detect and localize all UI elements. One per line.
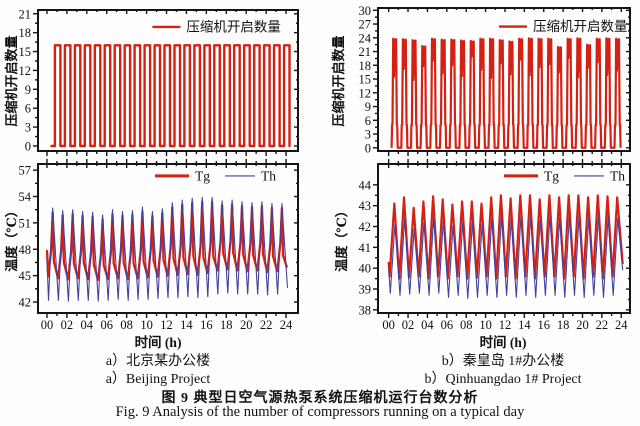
y-tick-label: 51 [19,216,32,230]
x-tick-label: 20 [576,318,589,332]
x-tick-label: 00 [382,318,395,332]
caption-b-english: b）Qinhuangdao 1# Project [424,372,582,387]
legend-label: Th [610,168,625,183]
y-tick-label: 15 [19,45,32,59]
y-tick-label: 42 [359,220,372,234]
y-tick-label: 12 [359,86,372,100]
y-tick-label: 6 [25,102,31,116]
x-tick-label: 24 [615,318,628,332]
caption-a-english: a）Beijing Project [105,372,211,387]
y-tick-label: 24 [359,31,372,45]
legend: 压缩机开启数量 [498,19,628,34]
y-tick-label: 0 [365,141,371,155]
chart-qinhuangdao-temperatures: 00 02 04 06 08 10 12 14 16 18 20 22 24 38 39 40 41 42 43 44… [359,159,631,332]
axis-ticks [373,159,630,318]
x-tick-label: 12 [160,318,173,332]
y-tick-label: 6 [365,114,371,128]
legend-label: Tg [544,168,559,183]
x-tick-label: 22 [596,318,609,332]
y-tick-label: 38 [359,303,372,317]
series-line-Th [46,196,289,302]
y-tick-label: 21 [19,7,32,21]
x-axis-label-right: 时间 (h) [479,335,527,350]
chart-beijing-temperatures: 00 02 04 06 08 10 12 14 16 18 20 22 24 42 45 48 51 54 57 Tg… [19,159,299,332]
x-tick-label: 08 [120,318,133,332]
x-tick-label: 02 [61,318,74,332]
tick-labels: 0 3 6 9 12 15 18 21 [19,7,32,153]
y-tick-label: 3 [365,128,371,142]
x-tick-label: 02 [402,318,415,332]
series-line-压缩机开启数量 [390,37,622,149]
x-tick-label: 12 [499,318,512,332]
y-tick-label: 30 [359,4,372,18]
legend: 压缩机开启数量 [152,19,281,34]
axis-ticks [373,8,630,156]
y-tick-label: 0 [25,139,31,153]
y-tick-label: 12 [19,64,32,78]
y-tick-label: 3 [25,121,31,135]
legend: Tg Th [504,168,625,183]
x-tick-label: 18 [557,318,570,332]
tick-labels: 00 02 04 06 08 10 12 14 16 18 20 22 24 38 39 40 41 42 43 44 [359,178,629,332]
legend-label: 压缩机开启数量 [186,19,281,34]
figure-title-english: Fig. 9 Analysis of the number of compres… [115,404,525,420]
x-tick-label: 06 [441,318,454,332]
y-tick-label: 9 [365,100,371,114]
x-axis-label-left: 时间 (h) [134,335,182,350]
y-axis-label-beijing-compressors: 压缩机开启数量 [4,35,19,127]
x-tick-label: 14 [180,318,193,332]
y-tick-label: 21 [359,45,372,59]
y-tick-label: 39 [359,283,372,297]
legend-label: Th [261,168,276,183]
y-axis-label-qinhuangdao-compressors: 压缩机开启数量 [331,35,346,127]
x-tick-label: 00 [41,318,54,332]
y-tick-label: 40 [359,262,372,276]
x-tick-label: 16 [537,318,550,332]
x-tick-label: 08 [460,318,473,332]
y-axis-label-qinhuangdao-temperatures: 温度（℃） [334,204,349,272]
axis-box [377,163,631,314]
x-tick-label: 24 [280,318,293,332]
caption-b-chinese: b）秦皇岛 1#办公楼 [441,354,565,369]
x-tick-label: 22 [260,318,273,332]
y-tick-label: 15 [359,73,372,87]
y-tick-label: 57 [19,164,32,178]
x-tick-label: 14 [518,318,531,332]
x-tick-label: 04 [421,318,434,332]
y-tick-label: 18 [359,59,372,73]
x-tick-label: 20 [240,318,253,332]
y-tick-label: 27 [359,18,372,32]
x-tick-label: 06 [100,318,113,332]
y-tick-label: 45 [19,269,32,283]
y-tick-label: 43 [359,199,372,213]
y-tick-label: 48 [19,243,32,257]
axis-box [37,163,299,314]
series-line-Th [388,215,624,299]
x-tick-label: 04 [81,318,94,332]
figure-title-chinese: 图 9 典型日空气源热泵系统压缩机运行台数分析 [161,391,479,406]
legend: Tg Th [155,168,276,183]
y-axis-label-beijing-temperatures: 温度（℃） [4,204,19,272]
y-tick-label: 18 [19,26,32,40]
x-tick-label: 18 [220,318,233,332]
tick-labels: 00 02 04 06 08 10 12 14 16 18 20 22 24 42 45 48 51 54 57 [19,164,294,332]
x-tick-label: 10 [140,318,153,332]
caption-a-chinese: a）北京某办公楼 [105,354,211,369]
y-tick-label: 44 [359,178,372,192]
series-line-压缩机开启数量 [50,44,291,148]
y-tick-label: 54 [19,190,32,204]
y-tick-label: 42 [19,296,32,310]
x-tick-label: 10 [479,318,492,332]
legend-label: 压缩机开启数量 [533,19,628,34]
y-tick-label: 9 [25,83,31,97]
legend-label: Tg [195,168,210,183]
chart-beijing-compressors: 0 3 6 9 12 15 18 21 压缩机开启数量 [19,7,299,156]
axis-ticks [33,10,298,156]
x-tick-label: 16 [200,318,213,332]
axis-ticks [33,159,298,318]
y-tick-label: 41 [359,241,372,255]
